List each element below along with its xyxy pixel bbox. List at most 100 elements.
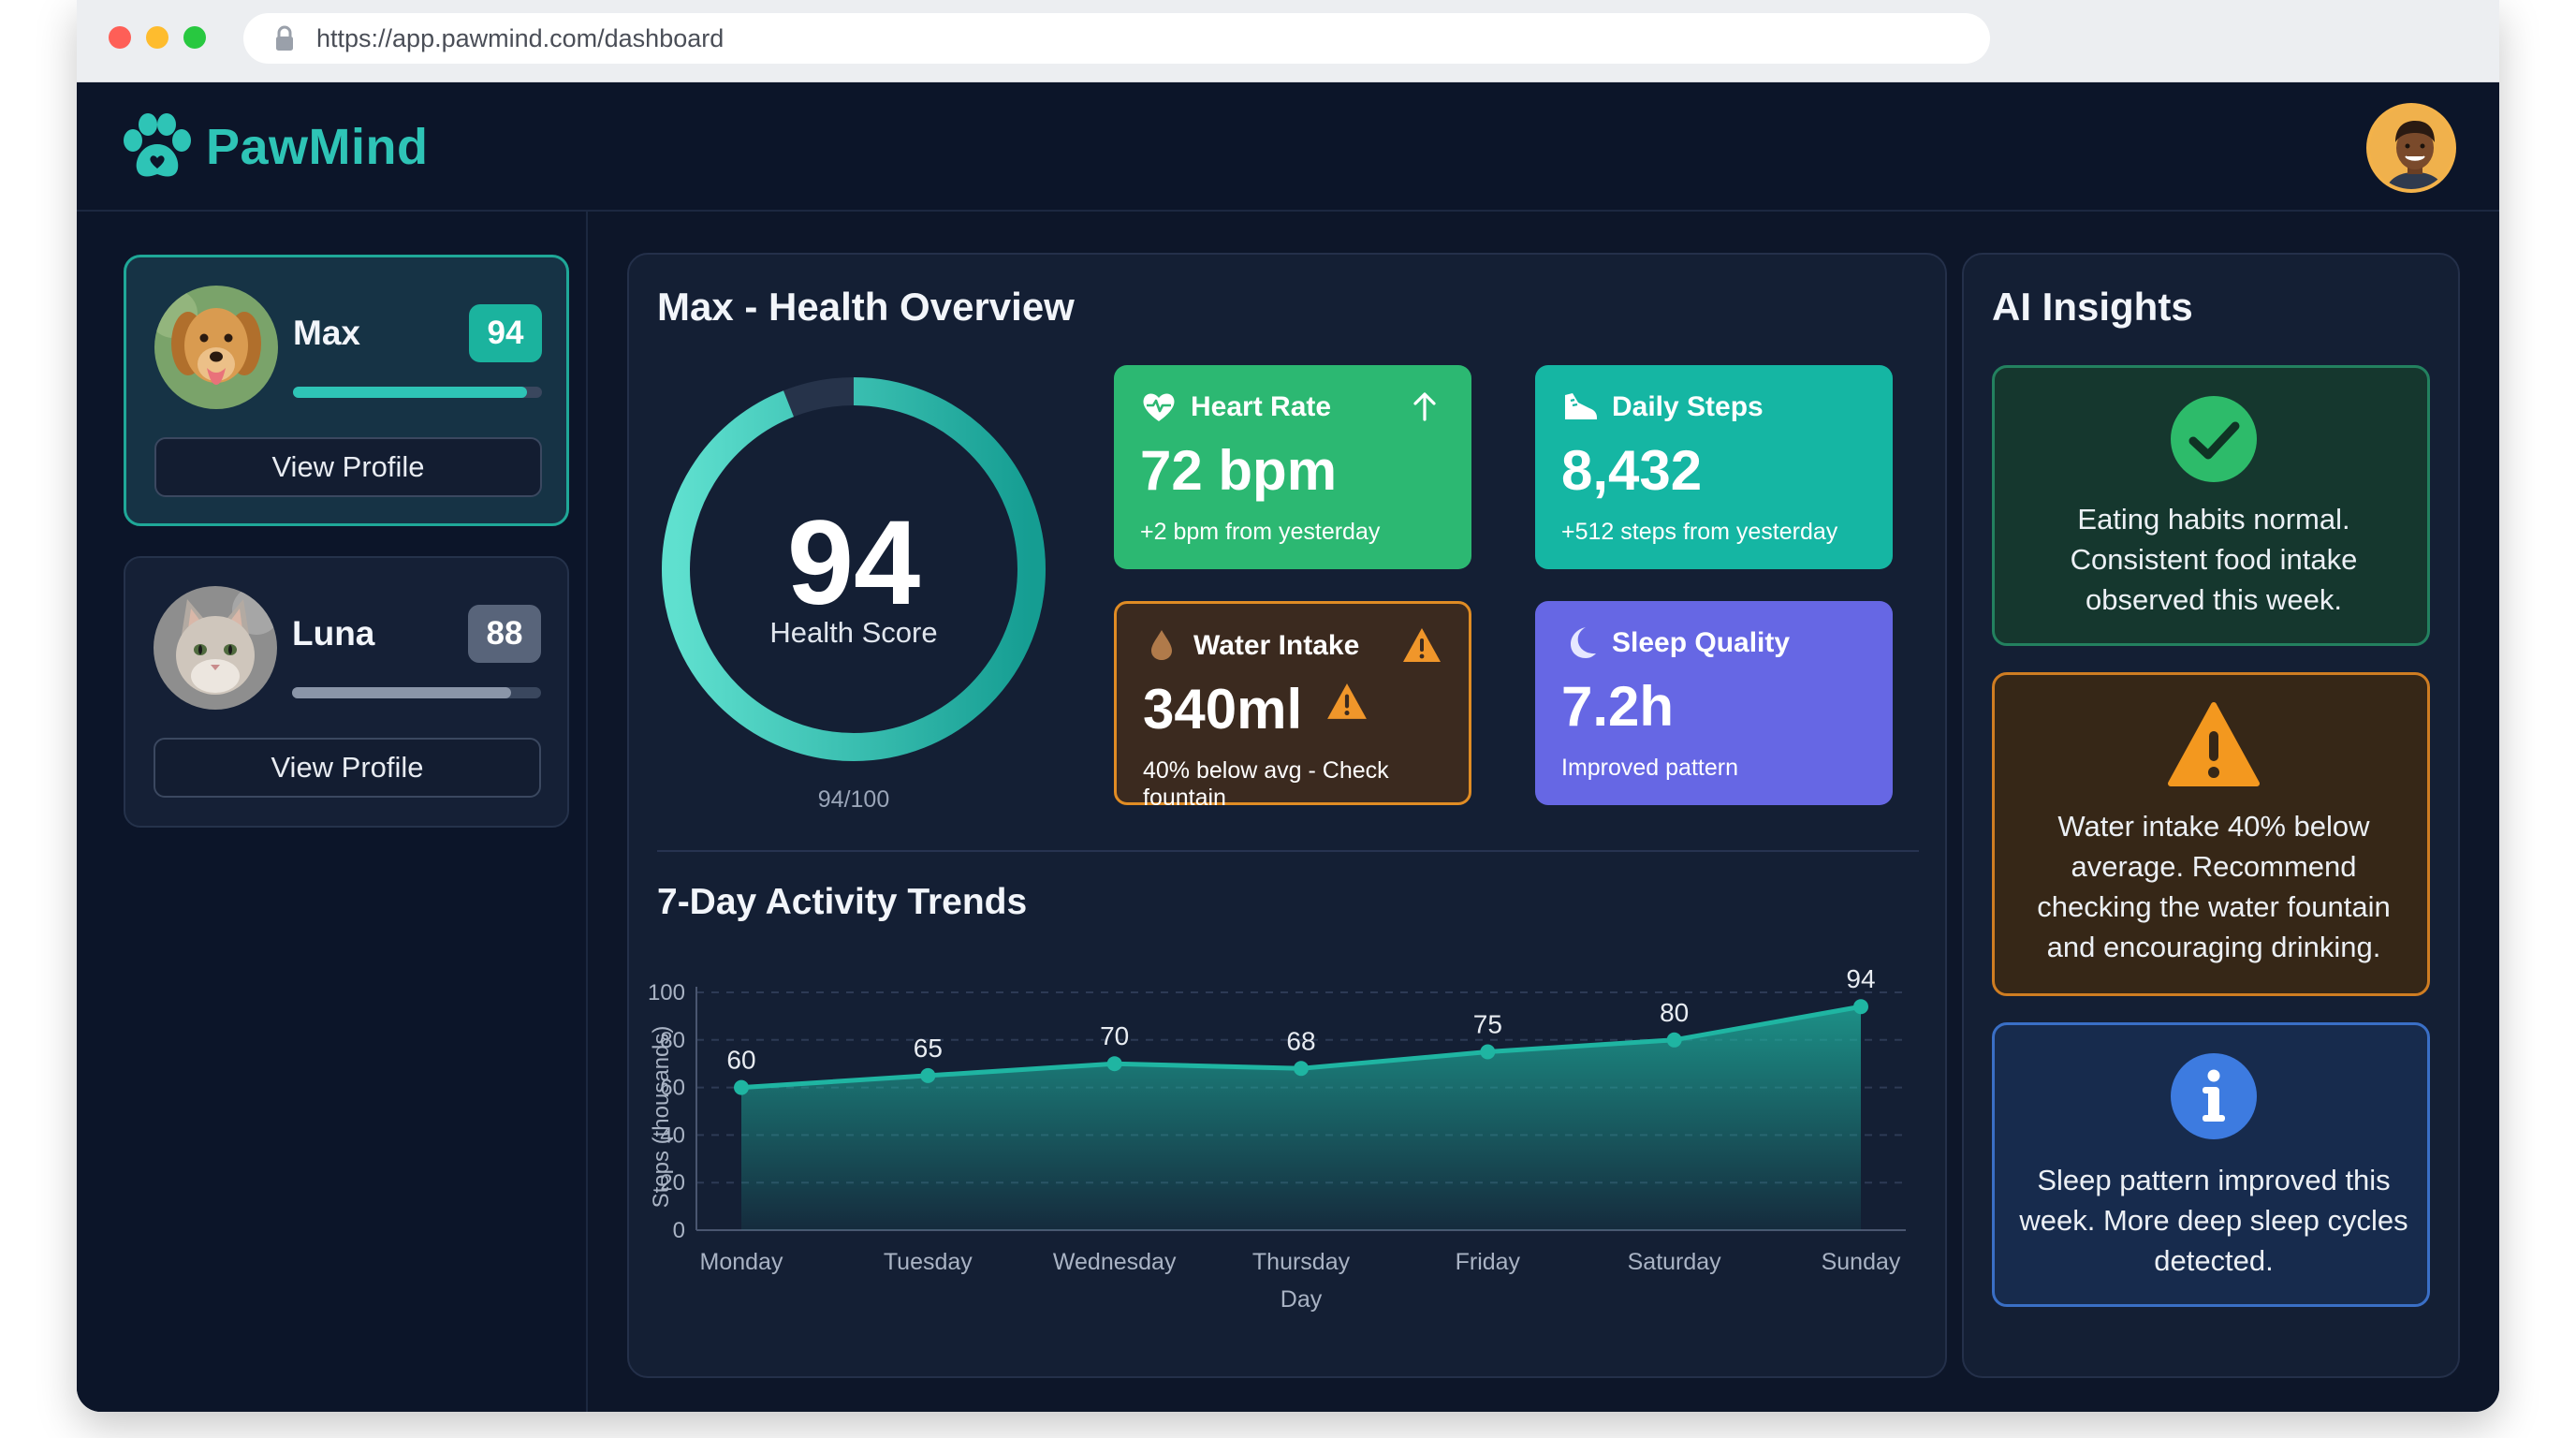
data-point	[734, 1079, 749, 1095]
browser-chrome: https://app.pawmind.com/dashboard	[77, 0, 2499, 82]
health-score-arc	[662, 377, 1046, 761]
info-icon	[2171, 1053, 2257, 1139]
daily-steps-change: +512 steps from yesterday	[1561, 519, 1838, 545]
insight-text: Eating habits normal. Consistent food in…	[2070, 503, 2358, 616]
x-tick-label: Monday	[700, 1249, 783, 1275]
pet-card-max[interactable]: Max 94 View Profile	[124, 255, 569, 526]
app-root: PawMind	[77, 82, 2499, 1412]
data-label: 68	[1286, 1026, 1315, 1055]
sleep-quality-label: Sleep Quality	[1612, 627, 1791, 658]
pet-photo-max	[154, 286, 278, 409]
heart-pulse-icon	[1143, 393, 1175, 421]
data-label: 94	[1846, 964, 1875, 993]
sleep-quality-note: Improved pattern	[1561, 755, 1738, 781]
y-tick-label: 100	[648, 980, 685, 1005]
insights-title: AI Insights	[1992, 285, 2193, 329]
daily-steps-label: Daily Steps	[1612, 391, 1764, 422]
data-label: 60	[726, 1046, 755, 1075]
sleep-quality-card[interactable]: Sleep Quality 7.2h Improved pattern	[1535, 601, 1893, 805]
insight-card-water[interactable]: Water intake 40% below average. Recommen…	[1992, 672, 2430, 996]
trends-title: 7-Day Activity Trends	[657, 882, 1028, 922]
heart-rate-label: Heart Rate	[1191, 391, 1332, 422]
y-tick-label: 60	[660, 1076, 685, 1101]
water-intake-amount: 340ml	[1143, 678, 1303, 741]
pet-sidebar: Max 94 View Profile	[77, 212, 588, 1412]
pet-name: Max	[293, 314, 360, 352]
daily-steps-card[interactable]: Daily Steps 8,432 +512 steps from yester…	[1535, 365, 1893, 569]
x-tick-label: Saturday	[1628, 1249, 1722, 1275]
view-profile-button[interactable]: View Profile	[154, 738, 541, 798]
pet-photo-luna	[154, 586, 277, 710]
minimize-window-button[interactable]	[146, 26, 168, 49]
user-avatar[interactable]	[2366, 103, 2456, 193]
water-intake-card[interactable]: Water Intake 340ml 40% below avg - Check…	[1114, 601, 1471, 811]
y-tick-label: 80	[660, 1028, 685, 1053]
health-score-ring: 94 Health Score	[657, 373, 1050, 766]
close-window-button[interactable]	[109, 26, 131, 49]
address-bar[interactable]: https://app.pawmind.com/dashboard	[243, 13, 1990, 64]
section-divider	[657, 850, 1919, 852]
warning-icon	[1326, 683, 1367, 719]
y-tick-label: 20	[660, 1170, 685, 1196]
browser-window: https://app.pawmind.com/dashboard PawMin…	[77, 0, 2499, 1412]
arrow-up-icon	[1413, 392, 1436, 421]
warning-icon	[2168, 702, 2260, 786]
x-tick-label: Tuesday	[884, 1249, 973, 1275]
x-tick-label: Sunday	[1822, 1249, 1901, 1275]
view-profile-button[interactable]: View Profile	[154, 437, 542, 497]
health-score-gauge	[662, 377, 1046, 761]
y-tick-label: 0	[673, 1218, 685, 1243]
pet-score-badge: 94	[469, 304, 542, 362]
user-avatar-image	[2370, 107, 2452, 189]
health-score-fraction: 94/100	[817, 786, 890, 813]
url-text: https://app.pawmind.com/dashboard	[316, 23, 724, 52]
shoe-icon	[1565, 393, 1597, 419]
pet-name: Luna	[292, 614, 375, 653]
water-intake-value: 340ml	[1143, 677, 1370, 741]
x-tick-label: Friday	[1456, 1249, 1521, 1275]
health-score-label: Health Score	[769, 616, 938, 649]
dog-photo-image	[154, 286, 278, 409]
data-label: 70	[1100, 1021, 1129, 1050]
water-intake-note: 40% below avg - Check fountain	[1143, 757, 1389, 811]
x-tick-label: Thursday	[1252, 1249, 1351, 1275]
activity-trend-chart: 0 20 40 60 80 100 60 Monday 65 Tuesday 70 Wednesda…	[648, 964, 1906, 1313]
overview-title: Max - Health Overview	[657, 285, 1075, 329]
x-axis-title: Day	[1281, 1286, 1323, 1313]
water-intake-label: Water Intake	[1193, 630, 1360, 661]
moon-icon	[1571, 627, 1596, 658]
ai-insights-panel: AI Insights Eating habits normal. Consis…	[1962, 253, 2460, 1378]
health-score-value: 94	[786, 496, 921, 630]
paw-logo-icon	[124, 113, 191, 177]
cat-photo-image	[154, 586, 277, 710]
check-circle-icon	[2171, 396, 2257, 482]
pet-score-bar	[293, 387, 542, 398]
daily-steps-value: 8,432	[1561, 439, 1703, 502]
data-label: 75	[1473, 1010, 1502, 1039]
x-tick-label: Wednesday	[1053, 1249, 1177, 1275]
heart-rate-card[interactable]: Heart Rate 72 bpm +2 bpm from yesterday	[1114, 365, 1471, 569]
pet-score-bar-fill	[292, 687, 512, 698]
pet-card-luna[interactable]: Luna 88 View Profile	[124, 556, 569, 828]
data-point	[1480, 1044, 1496, 1060]
pet-score-badge: 88	[468, 605, 541, 663]
y-tick-label: 40	[660, 1123, 685, 1148]
data-point	[1106, 1056, 1122, 1072]
insight-card-eating[interactable]: Eating habits normal. Consistent food in…	[1992, 365, 2430, 646]
data-point	[1666, 1032, 1682, 1048]
data-label: 65	[914, 1034, 943, 1063]
data-point	[1853, 999, 1868, 1015]
pet-score-bar	[292, 687, 541, 698]
y-axis-title: Steps (thousands)	[649, 1026, 674, 1209]
app-logo-text[interactable]: PawMind	[206, 119, 429, 175]
series-area	[741, 1006, 1861, 1230]
top-navbar: PawMind	[77, 82, 2499, 212]
lock-icon	[276, 25, 293, 51]
data-label: 80	[1660, 998, 1689, 1027]
maximize-window-button[interactable]	[183, 26, 206, 49]
water-drop-icon	[1151, 630, 1172, 660]
insight-text: Sleep pattern improved this week. More d…	[2019, 1164, 2408, 1277]
heart-rate-value: 72 bpm	[1140, 439, 1338, 502]
data-point	[920, 1067, 936, 1083]
insight-card-sleep[interactable]: Sleep pattern improved this week. More d…	[1992, 1022, 2430, 1307]
